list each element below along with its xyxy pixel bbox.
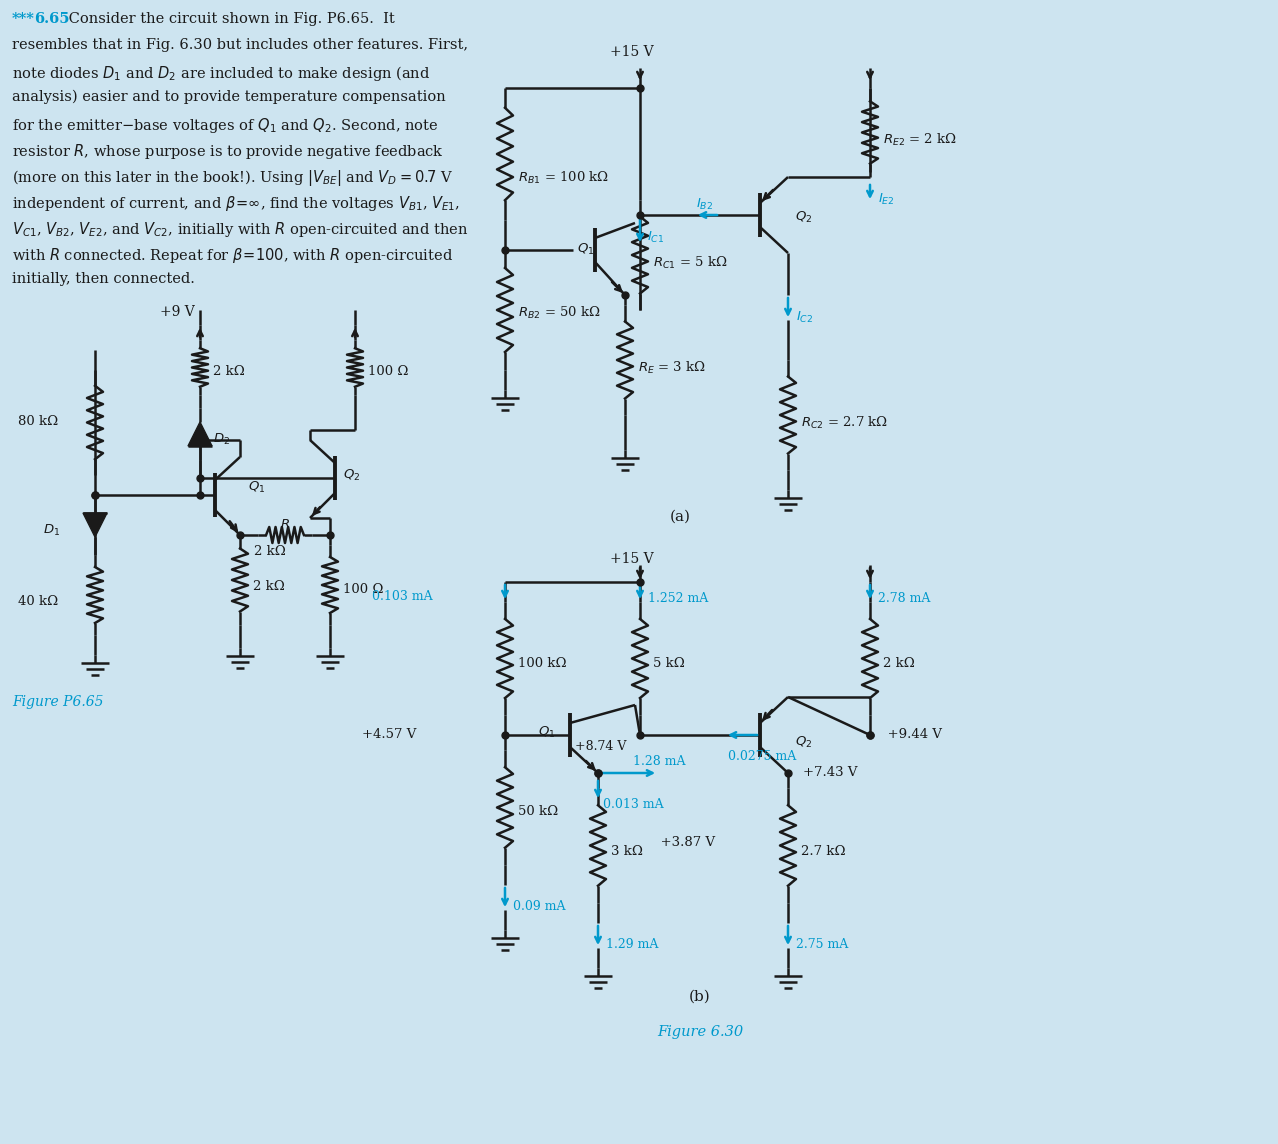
Text: (b): (b)	[689, 990, 711, 1004]
Text: $D_1$: $D_1$	[42, 523, 60, 538]
Polygon shape	[83, 513, 107, 537]
Text: $R_{C1}$ = 5 kΩ: $R_{C1}$ = 5 kΩ	[653, 255, 727, 271]
Text: 2 kΩ: 2 kΩ	[883, 657, 915, 670]
Text: with $R$ connected. Repeat for $\beta\!=\!100$, with $R$ open-circuited: with $R$ connected. Repeat for $\beta\!=…	[12, 246, 454, 265]
Text: $I_{C2}$: $I_{C2}$	[796, 310, 813, 325]
Text: $R_{B1}$ = 100 kΩ: $R_{B1}$ = 100 kΩ	[518, 170, 610, 186]
Text: 1.29 mA: 1.29 mA	[606, 938, 658, 951]
Text: 40 kΩ: 40 kΩ	[18, 595, 58, 607]
Text: $Q_1$: $Q_1$	[248, 480, 266, 495]
Text: 1.28 mA: 1.28 mA	[633, 755, 685, 768]
Text: $R_E$ = 3 kΩ: $R_E$ = 3 kΩ	[638, 360, 705, 376]
Text: $I_{B2}$: $I_{B2}$	[697, 197, 713, 212]
Text: 0.0275 mA: 0.0275 mA	[728, 750, 796, 763]
Text: 80 kΩ: 80 kΩ	[18, 415, 58, 428]
Text: $Q_2$: $Q_2$	[795, 734, 813, 750]
Text: 100 Ω: 100 Ω	[368, 365, 409, 378]
Text: 100 Ω: 100 Ω	[343, 583, 383, 596]
Text: analysis) easier and to provide temperature compensation: analysis) easier and to provide temperat…	[12, 90, 446, 104]
Text: resembles that in Fig. 6.30 but includes other features. First,: resembles that in Fig. 6.30 but includes…	[12, 38, 468, 51]
Text: Consider the circuit shown in Fig. P6.65.  It: Consider the circuit shown in Fig. P6.65…	[64, 11, 395, 26]
Text: independent of current, and $\beta\!=\!\infty$, find the voltages $V_{B1}$, $V_{: independent of current, and $\beta\!=\!\…	[12, 194, 460, 213]
Text: +8.74 V: +8.74 V	[575, 740, 626, 753]
Text: $D_2$: $D_2$	[213, 432, 230, 447]
Text: $I_{E2}$: $I_{E2}$	[878, 192, 895, 207]
Text: 2.7 kΩ: 2.7 kΩ	[801, 845, 846, 858]
Text: +9 V: +9 V	[160, 305, 194, 319]
Text: $I_{C1}$: $I_{C1}$	[647, 230, 665, 245]
Text: (more on this later in the book!). Using $|V_{BE}|$ and $V_D=0.7$ V: (more on this later in the book!). Using…	[12, 168, 454, 188]
Text: $R_{C2}$ = 2.7 kΩ: $R_{C2}$ = 2.7 kΩ	[801, 415, 888, 431]
Text: 2 kΩ: 2 kΩ	[253, 580, 285, 593]
Text: 2 kΩ: 2 kΩ	[213, 365, 245, 378]
Text: (a): (a)	[670, 510, 690, 524]
Text: +7.43 V: +7.43 V	[803, 766, 858, 779]
Text: 100 kΩ: 100 kΩ	[518, 657, 566, 670]
Text: $Q_2$: $Q_2$	[795, 210, 813, 225]
Text: 2.78 mA: 2.78 mA	[878, 591, 930, 605]
Text: Figure 6.30: Figure 6.30	[657, 1025, 743, 1039]
Text: +15 V: +15 V	[610, 553, 653, 566]
Text: 1.252 mA: 1.252 mA	[648, 591, 708, 605]
Text: $R_{B2}$ = 50 kΩ: $R_{B2}$ = 50 kΩ	[518, 305, 601, 321]
Text: $Q_1$: $Q_1$	[576, 243, 594, 257]
Polygon shape	[188, 422, 212, 446]
Text: $Q_2$: $Q_2$	[343, 468, 360, 483]
Text: for the emitter$-$base voltages of $Q_1$ and $Q_2$. Second, note: for the emitter$-$base voltages of $Q_1$…	[12, 116, 438, 135]
Text: 50 kΩ: 50 kΩ	[518, 805, 558, 818]
Text: 2.75 mA: 2.75 mA	[796, 938, 849, 951]
Text: +9.44 V: +9.44 V	[884, 729, 942, 741]
Text: initially, then connected.: initially, then connected.	[12, 272, 194, 286]
Text: +4.57 V: +4.57 V	[363, 729, 429, 741]
Text: note diodes $D_1$ and $D_2$ are included to make design (and: note diodes $D_1$ and $D_2$ are included…	[12, 64, 431, 84]
Text: 0.103 mA: 0.103 mA	[372, 590, 433, 603]
Text: $R$: $R$	[280, 518, 290, 531]
Text: ***: ***	[12, 11, 35, 26]
Text: $V_{C1}$, $V_{B2}$, $V_{E2}$, and $V_{C2}$, initially with $R$ open-circuited an: $V_{C1}$, $V_{B2}$, $V_{E2}$, and $V_{C2…	[12, 220, 468, 239]
Text: +15 V: +15 V	[610, 45, 653, 59]
Text: 5 kΩ: 5 kΩ	[653, 657, 685, 670]
Text: $Q_1$: $Q_1$	[538, 725, 555, 740]
Text: 6.65: 6.65	[35, 11, 69, 26]
Text: 0.013 mA: 0.013 mA	[603, 799, 663, 811]
Text: $R_{E2}$ = 2 kΩ: $R_{E2}$ = 2 kΩ	[883, 132, 957, 148]
Text: 0.09 mA: 0.09 mA	[512, 900, 565, 913]
Text: +3.87 V: +3.87 V	[658, 836, 716, 850]
Text: 3 kΩ: 3 kΩ	[611, 845, 643, 858]
Text: Figure P6.65: Figure P6.65	[12, 696, 104, 709]
Text: 2 kΩ: 2 kΩ	[254, 545, 286, 558]
Text: resistor $R$, whose purpose is to provide negative feedback: resistor $R$, whose purpose is to provid…	[12, 142, 443, 161]
